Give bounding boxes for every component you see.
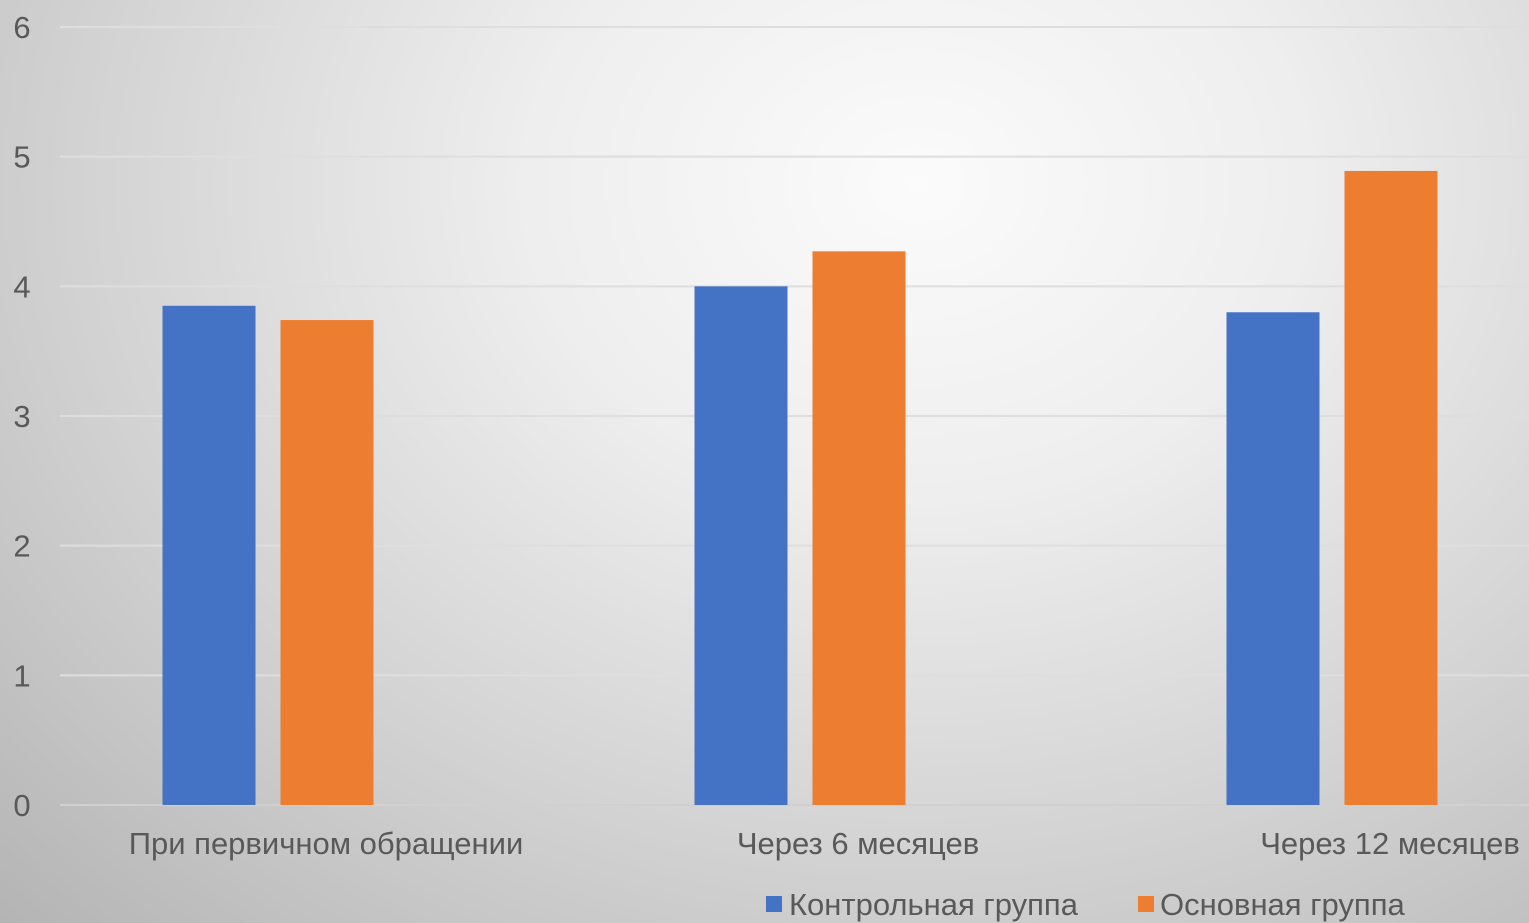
- y-tick-label: 3: [13, 399, 30, 434]
- legend-swatch: [1138, 896, 1154, 912]
- y-tick-label: 0: [13, 788, 30, 823]
- x-axis-labels: При первичном обращении Через 6 месяцев Че…: [129, 826, 1520, 861]
- y-tick-label: 2: [13, 529, 30, 564]
- legend-label: Контрольная группа: [789, 887, 1079, 922]
- legend-label: Основная группа: [1160, 887, 1405, 922]
- bar: [1226, 312, 1320, 805]
- y-tick-label: 5: [13, 140, 30, 175]
- x-tick-label: Через 6 месяцев: [737, 826, 979, 861]
- legend: Контрольная группа Основная группа: [766, 887, 1405, 922]
- bar: [1344, 170, 1438, 805]
- y-tick-label: 6: [13, 10, 30, 45]
- bars: [162, 170, 1438, 805]
- bar: [812, 251, 906, 805]
- x-tick-label: При первичном обращении: [129, 826, 524, 861]
- y-tick-label: 1: [13, 658, 30, 693]
- bar: [280, 320, 374, 805]
- legend-swatch: [766, 896, 782, 912]
- x-tick-label: Через 12 месяцев: [1260, 826, 1520, 861]
- y-axis-ticks: 0 1 2 3 4 5 6: [13, 10, 30, 823]
- bar: [694, 286, 788, 805]
- bar: [162, 305, 256, 805]
- y-tick-label: 4: [13, 269, 30, 304]
